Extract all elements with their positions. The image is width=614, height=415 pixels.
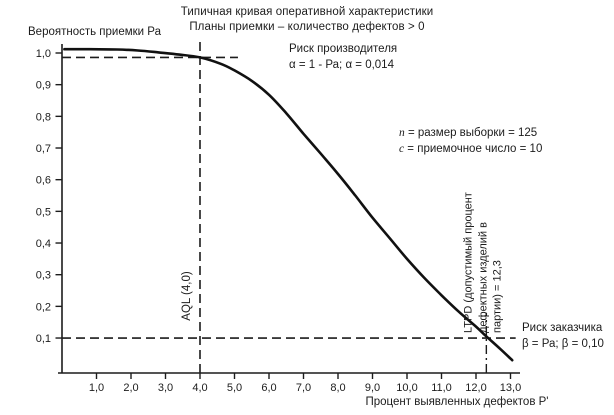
oc-curve: [63, 47, 514, 362]
acceptance-number-text: = приемочное число = 10: [404, 142, 543, 155]
consumer-risk-line2: β = Ра; β = 0,10: [522, 337, 604, 350]
y-tick-label: 0,3: [36, 270, 51, 282]
acceptance-number-line: c = приемочное число = 10: [399, 142, 542, 158]
y-tick-label: 0,8: [36, 111, 51, 123]
n-symbol: n: [399, 127, 405, 139]
ltpd-label-line1: LTPD (допустимый: [462, 236, 475, 333]
x-tick-label: 10,0: [396, 382, 417, 394]
y-tick-label: 0,4: [36, 238, 51, 250]
ltpd-label: LTPD (допустимый процент дефектных издел…: [461, 181, 505, 333]
aql-label: AQL (4,0): [180, 271, 193, 321]
y-axis-title: Вероятность приемки Ра: [28, 26, 161, 38]
y-tick-label: 1,0: [36, 48, 51, 60]
x-tick-label: 6,0: [261, 382, 276, 394]
x-tick-label: 5,0: [227, 382, 242, 394]
x-tick-label: 13,0: [500, 382, 521, 394]
consumer-risk-annotation: Риск заказчика β = Ра; β = 0,10: [522, 321, 604, 352]
y-tick-label: 0,6: [36, 175, 51, 187]
x-tick-label: 1,0: [89, 382, 104, 394]
x-axis-title: Процент выявленных дефектов Р': [365, 396, 549, 408]
x-tick-label: 8,0: [330, 382, 345, 394]
x-tick-label: 2,0: [123, 382, 138, 394]
y-tick-label: 0,2: [36, 301, 51, 313]
x-tick-label: 11,0: [431, 382, 452, 394]
x-tick-label: 4,0: [192, 382, 207, 394]
sample-size-line: n = размер выборки = 125: [399, 126, 542, 142]
sample-size-text: = размер выборки = 125: [404, 127, 538, 139]
consumer-risk-line1: Риск заказчика: [522, 322, 603, 334]
y-tick-label: 0,5: [36, 206, 51, 218]
chart-title: Типичная кривая оперативной характеристи…: [180, 6, 434, 18]
sample-plan-annotation: n = размер выборки = 125 c = приемочное …: [399, 126, 542, 157]
y-tick-label: 0,9: [36, 80, 51, 92]
x-tick-label: 7,0: [296, 382, 311, 394]
y-tick-label: 0,1: [36, 333, 51, 345]
producer-risk-line2: α = 1 - Ра; α = 0,014: [289, 58, 394, 71]
x-tick-label: 9,0: [365, 382, 380, 394]
producer-risk-line1: Риск производителя: [289, 43, 398, 55]
x-tick-label: 3,0: [158, 382, 173, 394]
chart-subtitle: Планы приемки – количество дефектов > 0: [189, 21, 425, 33]
y-tick-label: 0,7: [36, 143, 51, 155]
producer-risk-annotation: Риск производителя α = 1 - Ра; α = 0,014: [289, 42, 397, 73]
x-tick-label: 12,0: [465, 382, 486, 394]
c-symbol: c: [399, 142, 405, 155]
